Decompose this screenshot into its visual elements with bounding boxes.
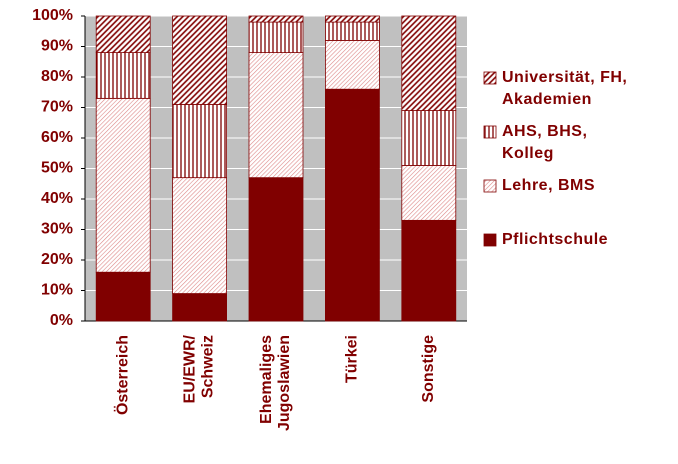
- bar-segment: [401, 110, 457, 166]
- bar-segment: [401, 219, 457, 322]
- y-tick-label: 50%: [41, 160, 73, 177]
- x-tick-group: Österreich: [112, 335, 131, 415]
- legend-swatch: [483, 71, 497, 85]
- bar-segment: [95, 52, 151, 99]
- bar-segment: [172, 177, 228, 294]
- y-tick-label: 30%: [41, 221, 73, 238]
- bar-segment: [324, 15, 380, 23]
- bar-segment: [248, 15, 304, 23]
- bar-segment: [95, 97, 151, 273]
- x-tick-label: EU/EWR/Schweiz: [182, 334, 217, 403]
- bar-segment: [324, 21, 380, 41]
- x-tick-group: EhemaligesJugoslawien: [258, 335, 293, 431]
- bar-segment: [172, 104, 228, 179]
- y-tick-label: 40%: [41, 190, 73, 207]
- x-tick-label: Sonstige: [420, 335, 437, 403]
- bar-segment: [248, 177, 304, 322]
- legend-swatch: [483, 233, 497, 247]
- bar-segment: [95, 271, 151, 322]
- legend-swatch: [483, 125, 497, 139]
- x-tick-group: Türkei: [344, 335, 361, 383]
- bar-segment: [324, 88, 380, 322]
- y-tick-label: 20%: [41, 251, 73, 268]
- y-tick-label: 70%: [41, 99, 73, 116]
- bar-segment: [248, 52, 304, 179]
- x-tick-label: EhemaligesJugoslawien: [258, 335, 293, 431]
- y-tick-label: 10%: [41, 282, 73, 299]
- y-tick-label: 80%: [41, 68, 73, 85]
- legend-label: Universität, FH, Akademien: [502, 69, 627, 108]
- y-tick-label: 0%: [50, 312, 73, 329]
- x-tick-group: Sonstige: [420, 335, 437, 403]
- y-tick-label: 100%: [32, 7, 73, 24]
- bar-segment: [324, 40, 380, 90]
- bar-segment: [95, 15, 151, 53]
- x-tick-label: Österreich: [112, 335, 131, 415]
- x-tick-label: Türkei: [344, 335, 361, 383]
- bar-segment: [248, 21, 304, 54]
- legend-label: AHS, BHS, Kolleg: [502, 123, 587, 162]
- bar-segment: [401, 165, 457, 221]
- y-tick-label: 90%: [41, 38, 73, 55]
- legend-label: Lehre, BMS: [502, 177, 595, 194]
- y-tick-label: 60%: [41, 129, 73, 146]
- x-tick-group: EU/EWR/Schweiz: [182, 334, 217, 403]
- legend-label: Pflichtschule: [502, 231, 608, 248]
- bar-segment: [401, 15, 457, 111]
- bar-segment: [172, 293, 228, 322]
- legend-swatch: [483, 179, 497, 193]
- bar-segment: [172, 15, 228, 105]
